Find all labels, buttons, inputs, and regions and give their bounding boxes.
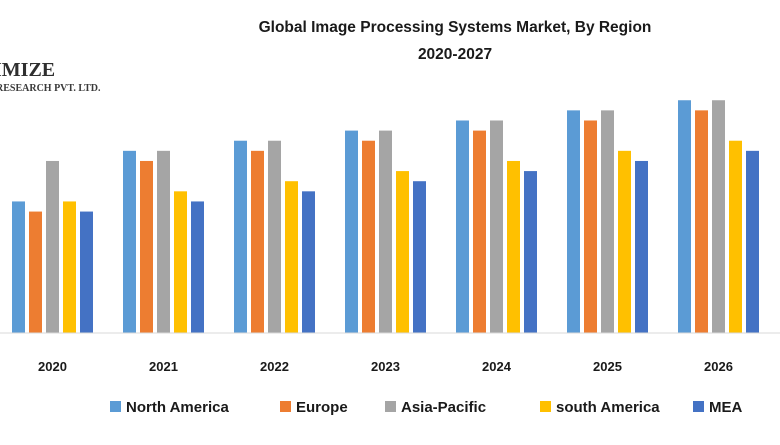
bar-2026-south-america xyxy=(729,140,742,333)
chart-title-line-1: Global Image Processing Systems Market, … xyxy=(259,19,652,36)
bar-2025-north-america xyxy=(567,110,580,333)
bar-2026-asia-pacific xyxy=(712,100,725,334)
bar-2024-north-america xyxy=(456,120,469,333)
bar-2020-north-america xyxy=(12,201,25,333)
legend-label-north-america: North America xyxy=(126,399,229,416)
bar-2021-south-america xyxy=(174,191,187,333)
bar-2021-mea xyxy=(191,201,204,333)
company-logo: IMIZE RESEARCH PVT. LTD. xyxy=(0,59,101,94)
x-tick-label-2022: 2022 xyxy=(260,359,289,374)
x-tick-label-2020: 2020 xyxy=(38,359,67,374)
x-tick-label-2024: 2024 xyxy=(482,359,512,374)
bar-2024-europe xyxy=(473,130,486,333)
bar-2020-south-america xyxy=(63,201,76,333)
bar-2026-north-america xyxy=(678,100,691,334)
bar-2022-europe xyxy=(251,150,264,333)
bar-2021-europe xyxy=(140,160,153,333)
bar-2023-asia-pacific xyxy=(379,130,392,333)
logo-text-sub: RESEARCH PVT. LTD. xyxy=(0,83,101,94)
bar-2020-europe xyxy=(29,211,42,333)
bar-2024-mea xyxy=(524,171,537,333)
bar-2022-asia-pacific xyxy=(268,140,281,333)
bar-2023-europe xyxy=(362,140,375,333)
x-tick-label-2021: 2021 xyxy=(149,359,178,374)
bar-2025-asia-pacific xyxy=(601,110,614,333)
x-tick-label-2026: 2026 xyxy=(704,359,733,374)
bar-2025-europe xyxy=(584,120,597,333)
legend-swatch-north-america xyxy=(110,401,121,412)
x-tick-label-2025: 2025 xyxy=(593,359,622,374)
legend-swatch-asia-pacific xyxy=(385,401,396,412)
chart-title: Global Image Processing Systems Market, … xyxy=(259,19,652,63)
legend-label-south-america: south America xyxy=(556,399,660,416)
bar-2022-mea xyxy=(302,191,315,333)
bar-2023-south-america xyxy=(396,171,409,333)
bar-2026-mea xyxy=(746,150,759,333)
bar-2025-south-america xyxy=(618,150,631,333)
logo-text-main: IMIZE xyxy=(0,59,55,81)
bar-2023-mea xyxy=(413,181,426,333)
bar-2023-north-america xyxy=(345,130,358,333)
bar-2024-south-america xyxy=(507,160,520,333)
bar-2022-south-america xyxy=(285,181,298,333)
legend-label-asia-pacific: Asia-Pacific xyxy=(401,399,486,416)
legend-swatch-mea xyxy=(693,401,704,412)
legend-swatch-europe xyxy=(280,401,291,412)
legend-label-europe: Europe xyxy=(296,399,348,416)
x-axis-tick-labels: 2020 2021 2022 2023 2024 2025 2026 xyxy=(38,359,733,374)
x-tick-label-2023: 2023 xyxy=(371,359,400,374)
bar-2022-north-america xyxy=(234,140,247,333)
legend-label-mea: MEA xyxy=(709,399,743,416)
bar-2025-mea xyxy=(635,160,648,333)
bars-group xyxy=(12,100,759,334)
bar-2020-asia-pacific xyxy=(46,160,59,333)
chart-legend: North America Europe Asia-Pacific south Ame… xyxy=(110,399,743,416)
bar-2026-europe xyxy=(695,110,708,333)
bar-2021-north-america xyxy=(123,150,136,333)
bar-2021-asia-pacific xyxy=(157,150,170,333)
bar-2024-asia-pacific xyxy=(490,120,503,333)
legend-swatch-south-america xyxy=(540,401,551,412)
bar-2020-mea xyxy=(80,211,93,333)
chart-title-line-2: 2020-2027 xyxy=(418,46,492,63)
